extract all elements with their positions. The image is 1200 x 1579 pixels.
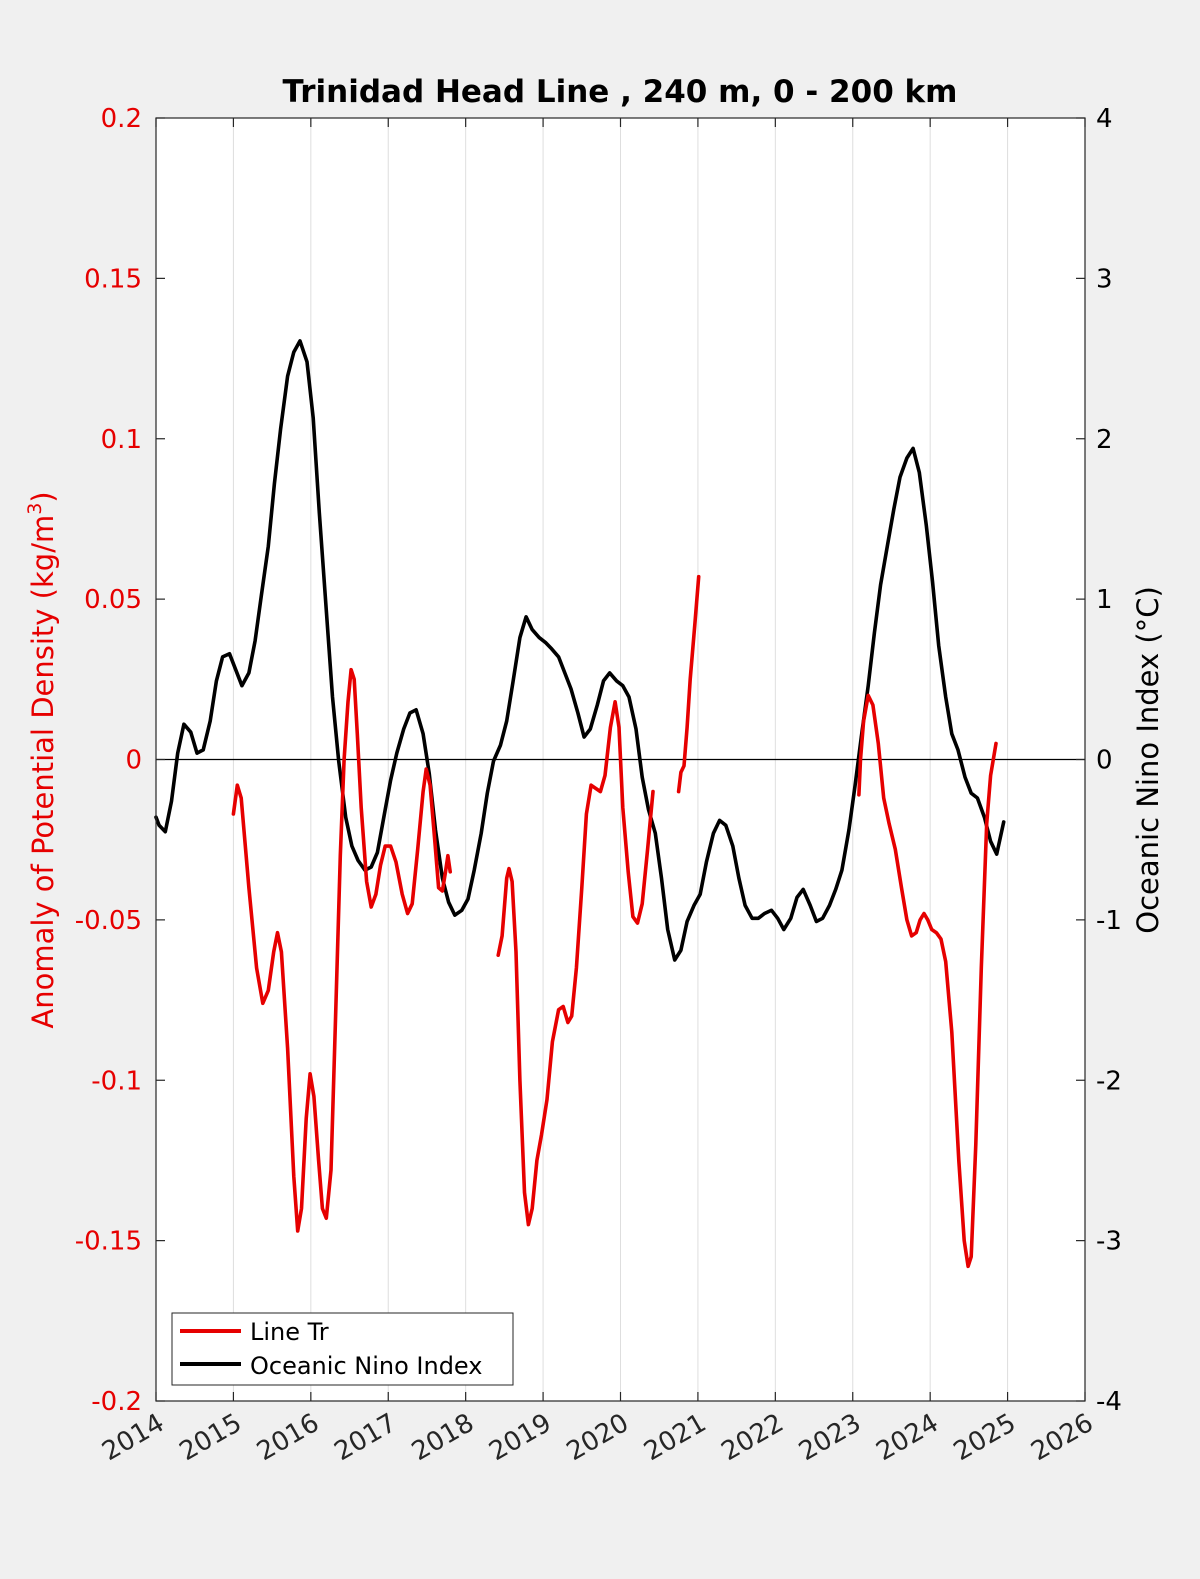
y-left-tick-label: -0.15 [75,1227,142,1257]
series-line-line-tr [676,574,701,794]
y-right-axis-label: Oceanic Nino Index (°C) [1131,586,1165,934]
legend-box [171,1312,514,1386]
y-left-tick-label: 0 [125,746,142,776]
legend-label-oni: Oceanic Nino Index [250,1352,482,1380]
series-line-line-tr [496,700,655,1227]
series-line-line-tr [231,667,452,1233]
y-right-tick-label: 4 [1096,104,1113,134]
y-right-tick-label: -4 [1096,1387,1122,1417]
y-right-tick-label: 3 [1096,264,1113,294]
legend-label-line-tr: Line Tr [250,1318,329,1346]
y-right-tick-label: -1 [1096,906,1122,936]
y-right-tick-label: -3 [1096,1227,1122,1257]
chart-title: Trinidad Head Line , 240 m, 0 - 200 km [283,74,958,110]
y-left-tick-label: -0.2 [91,1387,142,1417]
series-lines [154,339,1006,1269]
axis-ticks: 2014 2015 2016 2017 2018 2019 2020 2021 2022 2023… [75,104,1122,1467]
y-right-tick-label: 1 [1096,585,1113,615]
y-left-tick-label: 0.05 [84,585,142,615]
y-left-tick-label: -0.1 [91,1066,142,1096]
y-right-tick-label: 2 [1096,425,1113,455]
y-left-tick-label: 0.15 [84,264,142,294]
y-left-axis-label: Anomaly of Potential Density (kg/m3) [24,491,60,1028]
series-line-line-tr [857,693,998,1269]
y-left-tick-label: -0.05 [75,906,142,936]
y-left-tick-label: 0.1 [101,425,142,455]
y-right-tick-label: 0 [1096,746,1113,776]
y-left-tick-label: 0.2 [101,104,142,134]
legend: Line Tr Oceanic Nino Index [171,1312,514,1386]
y-right-tick-label: -2 [1096,1066,1122,1096]
